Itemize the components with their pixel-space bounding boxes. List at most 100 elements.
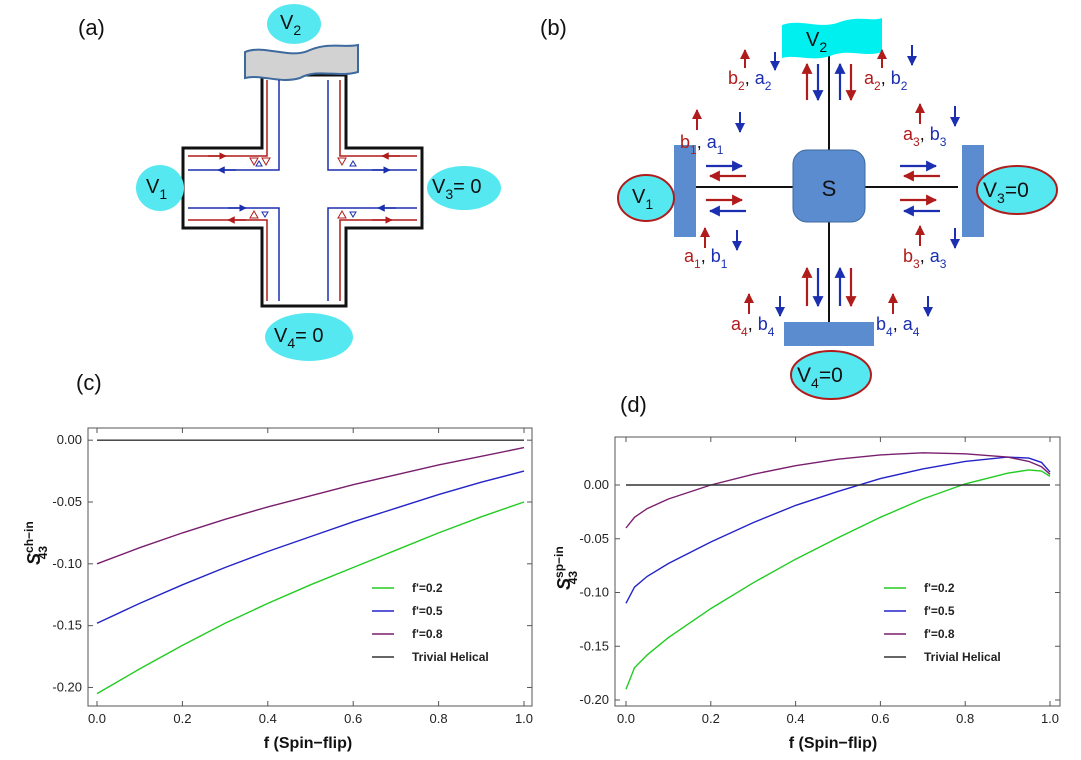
panel-b-label: (b) (540, 15, 567, 40)
mode-labels: b2, a2 a2, b2 b1, a1 a3, b3 a1, b1 b3, a… (680, 45, 960, 339)
b-v3-bubble (976, 165, 1058, 215)
x-tick-label: 0.4 (787, 711, 805, 726)
v1-sub: 1 (159, 186, 167, 202)
x-tick-label: 1.0 (515, 711, 533, 726)
b-v3-sub: 3 (997, 190, 1005, 206)
cross-device-outline (181, 73, 424, 308)
b-v4-suffix: =0 (819, 364, 843, 387)
x-tick-label: 0.6 (344, 711, 362, 726)
panel-b: (b) S V1 V2 V3=0 V4=0 (540, 15, 1058, 400)
legend-label-2: f'=0.8 (412, 627, 443, 641)
svg-text:a4, b4: a4, b4 (731, 314, 775, 339)
x-tick-label: 0.8 (430, 711, 448, 726)
panel-a: (a) (78, 4, 501, 361)
v1-bubble (136, 165, 184, 211)
chart-c: 0.0 0.2 0.4 0.6 0.8 1.0 0.00 -0.05 -0.10 -0.15 -0.… (22, 427, 533, 752)
y-tick-label: -0.15 (52, 618, 82, 633)
b-v4-base: V (797, 364, 811, 387)
series-line-0 (96, 501, 525, 695)
x-tick-label: 0.4 (259, 711, 277, 726)
svg-text:V3=0: V3=0 (983, 179, 1029, 206)
legend-label-3: Trivial Helical (924, 650, 1001, 664)
x-tick-label: 0.8 (956, 711, 974, 726)
series-line-2 (625, 452, 1051, 529)
legend-label-1: f'=0.5 (412, 604, 443, 618)
y-axis-label: Sch−in43 (22, 521, 50, 565)
v4-bubble (265, 313, 353, 361)
y-tick-label: -0.20 (579, 692, 609, 707)
v2-bubble (267, 4, 321, 44)
scatterer-box (792, 149, 866, 223)
svg-text:V4=0: V4=0 (797, 364, 843, 391)
b-v1-base: V (632, 186, 646, 208)
series-line-1 (625, 456, 1051, 604)
panel-a-label: (a) (78, 15, 105, 40)
b-v3-suffix: =0 (1005, 179, 1029, 202)
svg-text:V2: V2 (280, 12, 301, 38)
x-axis-label: f (Spin−flip) (264, 735, 352, 752)
contact-1 (674, 145, 696, 237)
plot-frame (614, 436, 1061, 707)
b-v2-base: V (806, 29, 820, 51)
svg-text:b2, a2: b2, a2 (728, 68, 772, 93)
b-v1-bubble (617, 174, 675, 222)
x-tick-label: 0.6 (871, 711, 889, 726)
y-tick-label: -0.05 (579, 531, 609, 546)
b-v2-sub: 2 (819, 39, 827, 55)
b-v3-base: V (983, 179, 997, 202)
v2-base: V (280, 12, 294, 34)
plot-frame (87, 427, 533, 707)
v2-sub: 2 (293, 22, 301, 38)
series-line-0 (625, 469, 1051, 690)
b-v4-bubble (790, 350, 872, 400)
panel-d-label: (d) (620, 392, 647, 417)
v4-base: V (274, 325, 288, 347)
v3-suffix: = 0 (453, 176, 481, 198)
y-tick-label: 0.00 (584, 477, 609, 492)
scatterer-label: S (822, 176, 837, 201)
lead-2-contact (244, 43, 359, 81)
svg-text:b1, a1: b1, a1 (680, 132, 724, 157)
y-tick-label: -0.15 (579, 638, 609, 653)
legend-label-0: f'=0.2 (924, 581, 955, 595)
svg-text:b4, a4: b4, a4 (876, 314, 920, 339)
wire-arrows (706, 62, 940, 308)
v4-sub: 4 (287, 335, 295, 351)
y-tick-label: -0.10 (579, 585, 609, 600)
x-tick-label: 0.2 (702, 711, 720, 726)
v1-base: V (146, 176, 160, 198)
svg-text:b3, a3: b3, a3 (903, 246, 947, 271)
v3-sub: 3 (445, 186, 453, 202)
contact-4 (784, 322, 874, 346)
svg-text:V3= 0: V3= 0 (432, 176, 482, 202)
legend-label-2: f'=0.8 (924, 627, 955, 641)
x-tick-label: 0.0 (617, 711, 635, 726)
svg-text:V1: V1 (632, 186, 653, 212)
legend-label-1: f'=0.5 (924, 604, 955, 618)
svg-text:V4= 0: V4= 0 (274, 325, 324, 351)
series-line-1 (96, 470, 525, 624)
contact-3 (962, 145, 984, 237)
edge-arrows (208, 152, 400, 224)
x-tick-label: 0.2 (173, 711, 191, 726)
svg-text:V2: V2 (806, 29, 827, 55)
x-axis-label: f (Spin−flip) (789, 735, 877, 752)
legend-label-0: f'=0.2 (412, 581, 443, 595)
v4-suffix: = 0 (295, 325, 323, 347)
y-tick-label: 0.00 (57, 432, 82, 447)
b-v4-sub: 4 (811, 375, 819, 391)
legend-label-3: Trivial Helical (412, 650, 489, 664)
y-tick-label: -0.10 (52, 556, 82, 571)
svg-text:a1, b1: a1, b1 (684, 246, 728, 271)
svg-text:V1: V1 (146, 176, 167, 202)
svg-text:a2, b2: a2, b2 (864, 68, 908, 93)
x-tick-label: 1.0 (1041, 711, 1059, 726)
svg-text:a3, b3: a3, b3 (903, 124, 947, 149)
b-v1-sub: 1 (645, 196, 653, 212)
y-tick-label: -0.05 (52, 494, 82, 509)
y-axis-label: Ssp−in43 (552, 546, 580, 590)
chart-d: 0.0 0.2 0.4 0.6 0.8 1.0 0.00 -0.05 -0.10 -0.15 -0.… (552, 436, 1061, 752)
y-tick-label: -0.20 (52, 679, 82, 694)
v3-bubble (427, 166, 501, 210)
